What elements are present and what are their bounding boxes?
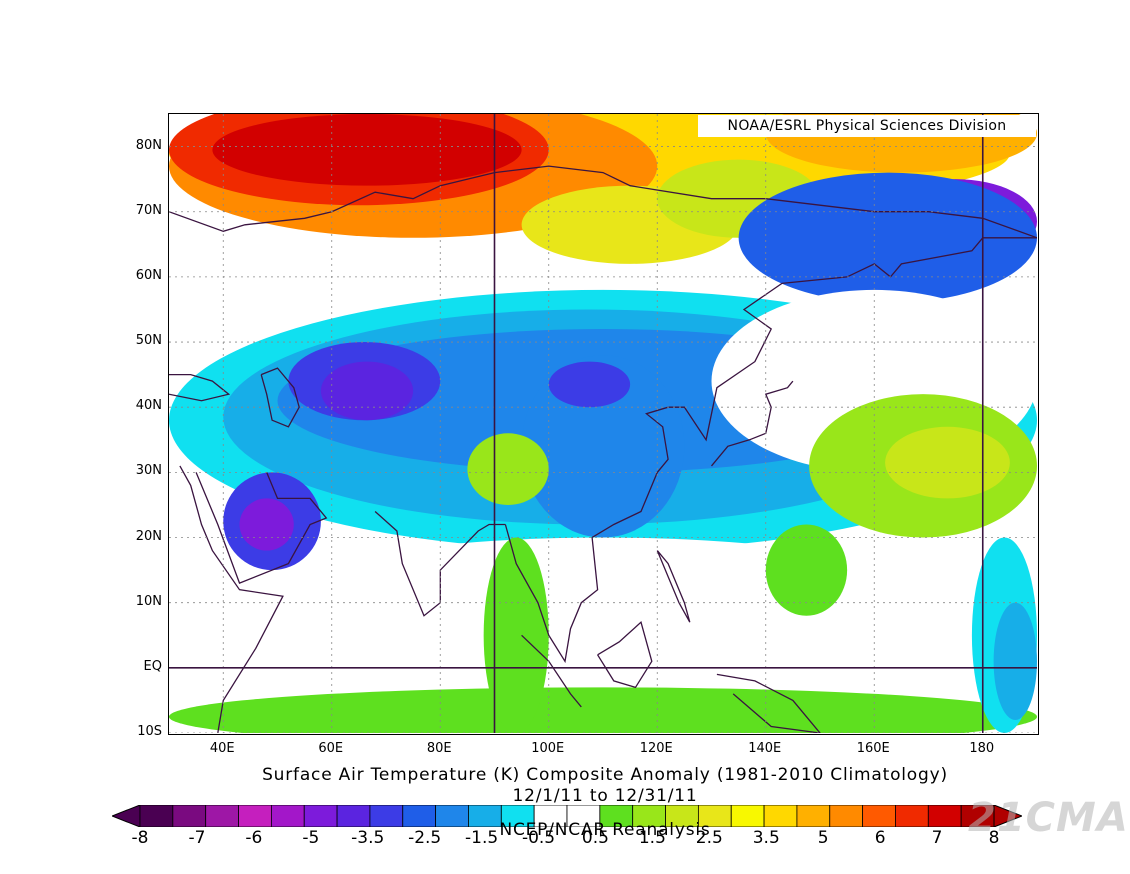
anomaly-contour-20 <box>467 433 549 505</box>
map-title: Surface Air Temperature (K) Composite An… <box>262 765 948 785</box>
map-plot-area <box>168 113 1039 735</box>
lat-tick-label: EQ <box>143 658 162 674</box>
colorbar-tick-label: -3.5 <box>351 828 385 848</box>
anomaly-map <box>169 114 1037 733</box>
anomaly-contour-11 <box>320 361 414 421</box>
colorbar-tick-label: -5 <box>302 828 320 848</box>
lat-tick-label: 70N <box>135 202 162 218</box>
coastline-segment-6 <box>597 621 653 689</box>
reference-lines <box>169 114 1037 733</box>
lon-tick-label: 80E <box>426 741 452 756</box>
colorbar-tick-label: 6 <box>874 828 886 848</box>
anomaly-contour-21 <box>169 687 1037 733</box>
lat-tick-label: 10S <box>137 724 162 739</box>
coastline-segment-5 <box>521 634 582 708</box>
coastline-segment-2 <box>179 465 284 733</box>
lat-tick-label: 20N <box>135 528 162 544</box>
anomaly-contour-22 <box>483 537 549 733</box>
colorbar-tick-label: 2.5 <box>695 828 723 848</box>
anomaly-contour-15 <box>738 172 1037 303</box>
coastline-segment-8 <box>716 673 821 733</box>
source-label: NCEP/NCAR Reanalysis <box>499 820 711 840</box>
lat-tick-label: 10N <box>135 593 162 609</box>
colorbar <box>112 805 1022 827</box>
lat-tick-label: 40N <box>135 398 162 414</box>
coastline-segment-10 <box>260 367 300 428</box>
coastline-segment-11 <box>169 373 231 402</box>
colorbar-tick-label: 3.5 <box>752 828 780 848</box>
lat-tick-label: 30N <box>135 463 162 479</box>
anomaly-field <box>169 114 1037 733</box>
colorbar-tick-label: -0.5 <box>521 828 556 848</box>
colorbar-tick-label: 8 <box>988 828 1000 848</box>
lon-tick-label: 120E <box>639 741 673 756</box>
colorbar-max-arrow <box>993 805 1022 827</box>
anomaly-contour-4 <box>212 114 522 186</box>
colorbar-tick-label: -7 <box>188 828 206 848</box>
lon-tick-label: 180 <box>969 741 995 756</box>
lat-tick-label: 80N <box>135 137 162 153</box>
colorbar-tick-label: -8 <box>131 828 149 848</box>
date-range: 12/1/11 to 12/31/11 <box>512 786 698 806</box>
lon-tick-label: 140E <box>748 741 782 756</box>
coastline-segment-4 <box>711 380 794 467</box>
lat-tick-label: 50N <box>135 333 162 349</box>
colorbar-tick-label: 5 <box>817 828 829 848</box>
coastline-segment-1 <box>195 472 328 584</box>
lat-tick-label: 60N <box>135 267 162 283</box>
colorbar-tick-label: 7 <box>931 828 943 848</box>
colorbar-tick-label: -2.5 <box>408 828 442 848</box>
coastline-segment-7 <box>656 550 691 623</box>
colorbar-tick-label: 0.5 <box>581 828 609 848</box>
graticule <box>169 114 1037 733</box>
lon-tick-label: 160E <box>856 741 890 756</box>
watermark-logo: 21CMA <box>968 795 1129 841</box>
anomaly-contour-23 <box>765 524 848 616</box>
anomaly-contour-27 <box>993 602 1037 720</box>
anomaly-contour-17 <box>239 498 294 551</box>
anomaly-contour-13 <box>548 361 631 408</box>
anomaly-contour-25 <box>885 426 1010 499</box>
lon-tick-label: 40E <box>209 741 235 756</box>
colorbar-tick-label: 1.5 <box>638 828 666 848</box>
credit-label: NOAA/ESRL Physical Sciences Division <box>698 115 1036 137</box>
colorbar-tick-label: -1.5 <box>465 828 499 848</box>
lon-tick-label: 60E <box>318 741 344 756</box>
colorbar-tick-label: -6 <box>245 828 263 848</box>
coastline-segment-3 <box>504 237 1037 664</box>
lon-tick-label: 100E <box>531 741 565 756</box>
